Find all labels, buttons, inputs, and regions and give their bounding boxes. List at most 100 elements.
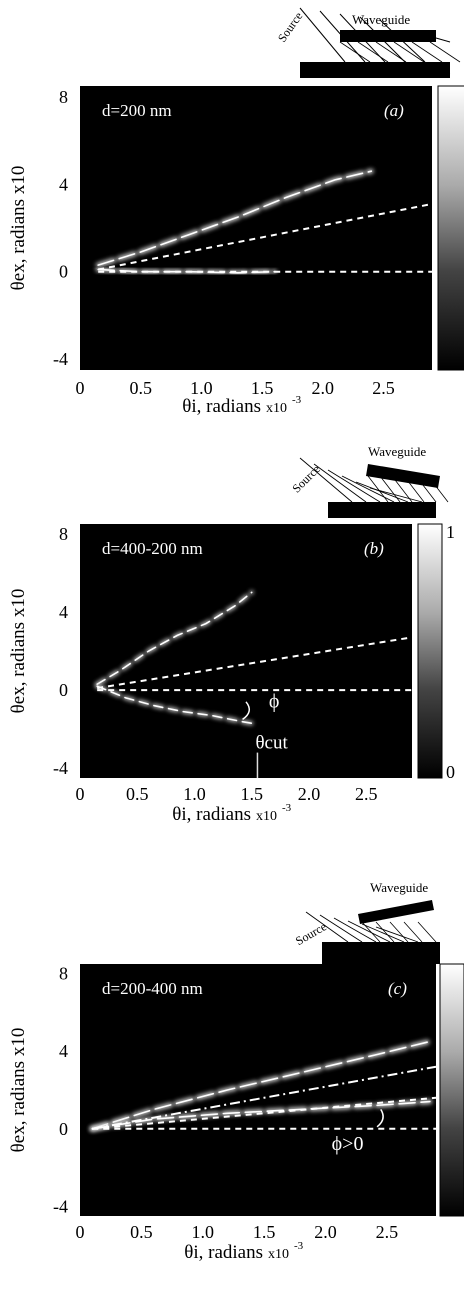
ray bbox=[361, 921, 381, 943]
plot-area bbox=[80, 524, 412, 778]
x-tick-label: 0.5 bbox=[130, 1222, 153, 1242]
x-axis-exponent: -3 bbox=[292, 394, 302, 406]
ray bbox=[299, 457, 353, 503]
ray bbox=[367, 475, 389, 503]
y-tick-label: 0 bbox=[59, 680, 68, 700]
ray bbox=[355, 481, 409, 503]
panel-label: (b) bbox=[364, 539, 384, 558]
plot-area bbox=[80, 964, 436, 1216]
y-axis-label: θex, radians x10 bbox=[8, 589, 29, 714]
ray bbox=[305, 911, 349, 943]
ray bbox=[347, 920, 391, 943]
guide-line-dashdot bbox=[92, 1065, 437, 1130]
thickness-label: d=200 nm bbox=[102, 101, 172, 120]
source-label: Source bbox=[275, 9, 306, 44]
y-tick-label: 4 bbox=[59, 174, 68, 194]
x-tick-label: 1.5 bbox=[240, 784, 263, 804]
panel-b: Waveguide Source ϕ θcut d=400-200 nm (b) 1 0 0 0.… bbox=[0, 438, 464, 876]
ray bbox=[299, 7, 346, 63]
x-axis-exp-base: x10 bbox=[266, 401, 287, 416]
ray bbox=[333, 917, 377, 943]
waveguide-schematic: Waveguide Source bbox=[275, 7, 461, 78]
y-tick-label: 8 bbox=[59, 524, 68, 544]
x-tick-label: 0.5 bbox=[126, 784, 149, 804]
x-tick-label: 0.5 bbox=[129, 378, 152, 398]
ray bbox=[313, 463, 367, 503]
bright-band-core-upper-branch bbox=[91, 1040, 431, 1130]
upper-plate-tilted bbox=[358, 900, 434, 924]
ray bbox=[319, 914, 363, 943]
x-tick-label: 1.5 bbox=[253, 1222, 276, 1242]
panel-label: (a) bbox=[384, 101, 404, 120]
x-tick-label: 2.5 bbox=[355, 784, 378, 804]
ray bbox=[375, 921, 395, 943]
waveguide-schematic: Waveguide Source bbox=[289, 444, 449, 518]
x-tick-label: 2.5 bbox=[376, 1222, 399, 1242]
bright-band-core-upper-branch bbox=[96, 591, 253, 685]
y-tick-label: 8 bbox=[59, 964, 68, 984]
ray bbox=[415, 475, 437, 503]
ray bbox=[341, 475, 395, 503]
out-ray bbox=[435, 37, 451, 43]
ray bbox=[417, 921, 437, 943]
x-tick-label: 1.0 bbox=[190, 378, 213, 398]
source-label: Source bbox=[289, 462, 322, 495]
phi-label: ϕ bbox=[269, 691, 280, 713]
panel-b-svg: Waveguide Source ϕ θcut d=400-200 nm (b) 1 0 0 0.… bbox=[8, 444, 455, 825]
panel-label: (c) bbox=[388, 979, 407, 998]
ray bbox=[403, 475, 425, 503]
x-axis-exp-base: x10 bbox=[256, 809, 277, 824]
ray bbox=[379, 19, 426, 63]
x-tick-label: 2.0 bbox=[298, 784, 321, 804]
colorbar bbox=[437, 85, 464, 371]
lower-plate bbox=[328, 502, 436, 518]
x-axis-label: θi, radians bbox=[172, 804, 251, 825]
guide-line-dashed bbox=[98, 202, 433, 271]
ray bbox=[357, 41, 389, 63]
y-tick-label: 0 bbox=[59, 262, 68, 282]
theta-cut-label: θcut bbox=[255, 733, 288, 754]
ray bbox=[375, 41, 407, 63]
upper-plate bbox=[340, 30, 436, 42]
x-axis-label: θi, radians bbox=[182, 396, 261, 417]
ray bbox=[327, 469, 381, 503]
ray bbox=[403, 921, 423, 943]
ray bbox=[427, 475, 449, 503]
thickness-label: d=400-200 nm bbox=[102, 539, 203, 558]
y-tick-label: 4 bbox=[59, 1041, 68, 1061]
ray bbox=[339, 41, 371, 63]
x-tick-label: 0 bbox=[76, 784, 85, 804]
y-tick-label: -4 bbox=[53, 349, 68, 369]
y-tick-label: 4 bbox=[59, 602, 68, 622]
ray bbox=[393, 41, 425, 63]
y-tick-label: 0 bbox=[59, 1119, 68, 1139]
upper-plate-tilted bbox=[366, 464, 440, 488]
bright-band-core-lower-branch bbox=[96, 685, 253, 725]
colorbar-min: 0 bbox=[446, 762, 455, 782]
ray bbox=[429, 41, 461, 63]
x-tick-label: 1.0 bbox=[183, 784, 206, 804]
x-tick-label: 1.5 bbox=[251, 378, 274, 398]
phi-positive-label: ϕ>0 bbox=[332, 1133, 364, 1155]
y-tick-label: -4 bbox=[53, 1196, 68, 1216]
waveguide-label: Waveguide bbox=[370, 880, 428, 895]
x-axis-label: θi, radians bbox=[184, 1242, 263, 1263]
ray bbox=[389, 921, 409, 943]
x-axis-exponent: -3 bbox=[294, 1240, 304, 1252]
out-ray bbox=[435, 71, 451, 75]
x-axis-exponent: -3 bbox=[282, 802, 292, 814]
waveguide-label: Waveguide bbox=[352, 12, 410, 27]
lower-plate bbox=[300, 62, 450, 78]
ray bbox=[411, 41, 443, 63]
colorbar bbox=[417, 523, 443, 779]
guide-line-dashed bbox=[92, 1096, 437, 1130]
ray bbox=[361, 923, 405, 943]
y-axis-label: θex, radians x10 bbox=[8, 166, 29, 291]
ray bbox=[339, 13, 386, 63]
waveguide-label: Waveguide bbox=[368, 444, 426, 459]
